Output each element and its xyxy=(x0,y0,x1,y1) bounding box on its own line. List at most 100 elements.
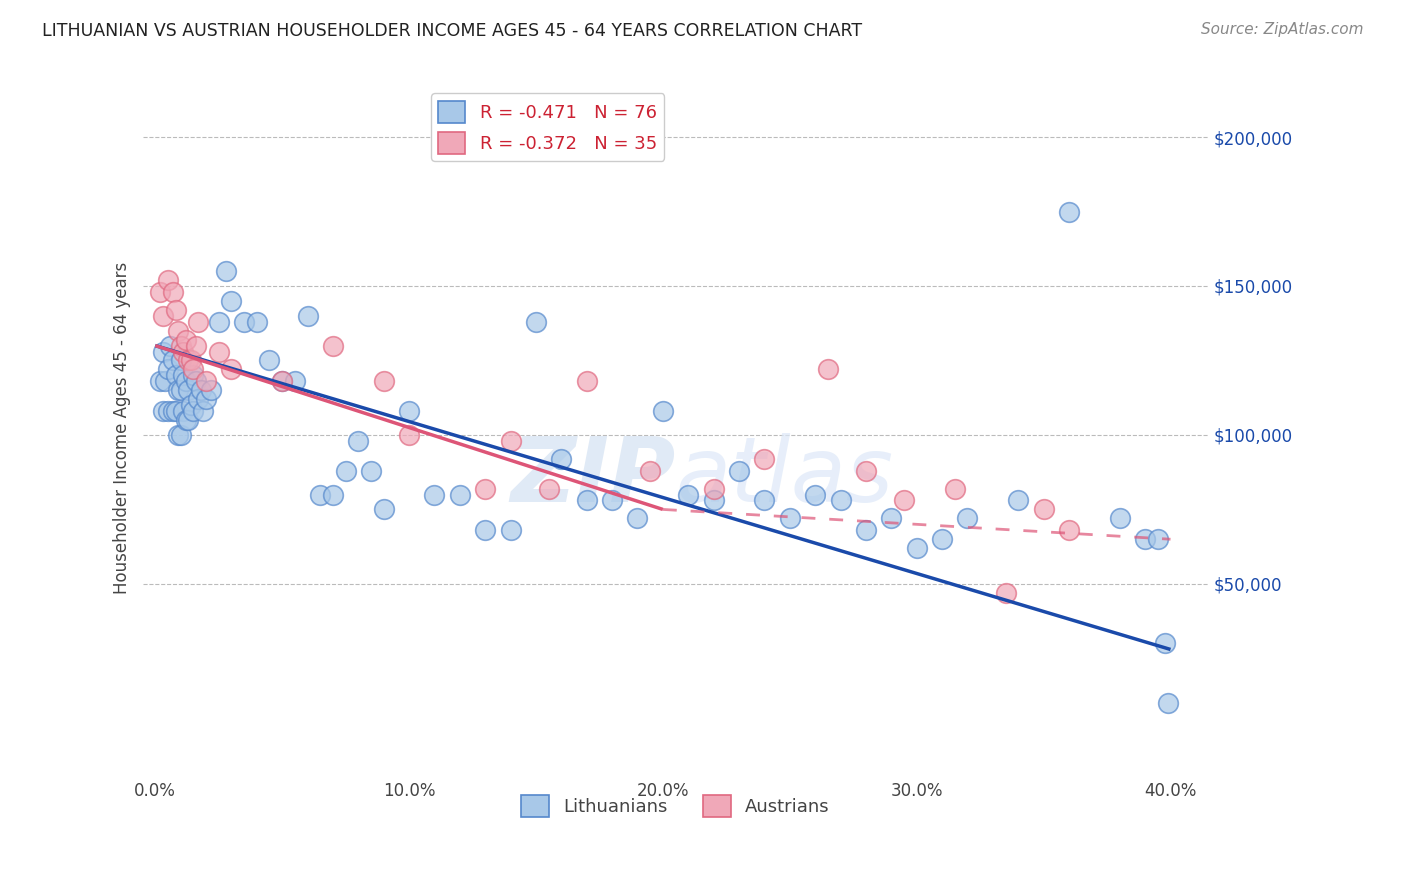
Point xyxy=(537,482,560,496)
Point xyxy=(162,285,184,299)
Point xyxy=(162,404,184,418)
Text: Source: ZipAtlas.com: Source: ZipAtlas.com xyxy=(1201,22,1364,37)
Point xyxy=(172,344,194,359)
Point xyxy=(1057,204,1080,219)
Point xyxy=(1108,511,1130,525)
Point xyxy=(181,362,204,376)
Point xyxy=(297,309,319,323)
Point xyxy=(1057,523,1080,537)
Point xyxy=(1154,636,1177,650)
Point xyxy=(703,493,725,508)
Point xyxy=(398,404,420,418)
Point xyxy=(259,353,281,368)
Point xyxy=(195,374,218,388)
Point xyxy=(335,464,357,478)
Point xyxy=(855,523,877,537)
Point xyxy=(271,374,294,388)
Point xyxy=(180,353,202,368)
Point xyxy=(638,464,661,478)
Point xyxy=(373,374,395,388)
Point xyxy=(149,374,172,388)
Point xyxy=(169,353,191,368)
Point xyxy=(309,487,332,501)
Point xyxy=(423,487,446,501)
Point xyxy=(187,315,209,329)
Point xyxy=(169,428,191,442)
Point xyxy=(180,398,202,412)
Point xyxy=(880,511,903,525)
Point xyxy=(499,523,522,537)
Point xyxy=(322,487,344,501)
Point xyxy=(193,404,215,418)
Point xyxy=(271,374,294,388)
Point xyxy=(1133,533,1156,547)
Point xyxy=(1032,502,1054,516)
Point xyxy=(174,374,197,388)
Point xyxy=(804,487,827,501)
Point xyxy=(152,404,174,418)
Point xyxy=(156,362,179,376)
Point xyxy=(181,368,204,383)
Point xyxy=(956,511,979,525)
Point xyxy=(703,482,725,496)
Point xyxy=(855,464,877,478)
Point xyxy=(169,384,191,398)
Point xyxy=(651,404,673,418)
Point xyxy=(174,333,197,347)
Point xyxy=(152,344,174,359)
Point xyxy=(184,338,207,352)
Point xyxy=(162,353,184,368)
Point xyxy=(1146,533,1168,547)
Point xyxy=(165,368,187,383)
Point xyxy=(524,315,547,329)
Point xyxy=(156,404,179,418)
Point xyxy=(159,338,181,352)
Point xyxy=(575,493,598,508)
Point xyxy=(246,315,269,329)
Point xyxy=(817,362,839,376)
Point xyxy=(373,502,395,516)
Point xyxy=(678,487,700,501)
Point xyxy=(474,482,496,496)
Point xyxy=(284,374,307,388)
Text: ZIP: ZIP xyxy=(510,433,675,521)
Point xyxy=(779,511,801,525)
Point xyxy=(449,487,471,501)
Point xyxy=(184,374,207,388)
Point xyxy=(156,273,179,287)
Point xyxy=(754,451,776,466)
Point xyxy=(905,541,928,556)
Point xyxy=(830,493,852,508)
Point xyxy=(167,324,190,338)
Point xyxy=(600,493,623,508)
Point xyxy=(347,434,370,448)
Point xyxy=(149,285,172,299)
Point xyxy=(208,344,231,359)
Point xyxy=(215,264,238,278)
Point xyxy=(474,523,496,537)
Point xyxy=(499,434,522,448)
Point xyxy=(943,482,966,496)
Point xyxy=(398,428,420,442)
Point xyxy=(169,338,191,352)
Point xyxy=(187,392,209,407)
Point xyxy=(172,368,194,383)
Point xyxy=(190,384,212,398)
Point xyxy=(177,353,200,368)
Point xyxy=(221,362,243,376)
Point xyxy=(322,338,344,352)
Point xyxy=(195,392,218,407)
Point xyxy=(155,374,177,388)
Point xyxy=(177,413,200,427)
Point xyxy=(1157,696,1180,710)
Y-axis label: Householder Income Ages 45 - 64 years: Householder Income Ages 45 - 64 years xyxy=(114,261,131,593)
Point xyxy=(165,302,187,317)
Point xyxy=(167,384,190,398)
Point xyxy=(152,309,174,323)
Point xyxy=(893,493,915,508)
Point xyxy=(626,511,648,525)
Point xyxy=(165,404,187,418)
Text: LITHUANIAN VS AUSTRIAN HOUSEHOLDER INCOME AGES 45 - 64 YEARS CORRELATION CHART: LITHUANIAN VS AUSTRIAN HOUSEHOLDER INCOM… xyxy=(42,22,862,40)
Point xyxy=(181,404,204,418)
Point xyxy=(221,293,243,308)
